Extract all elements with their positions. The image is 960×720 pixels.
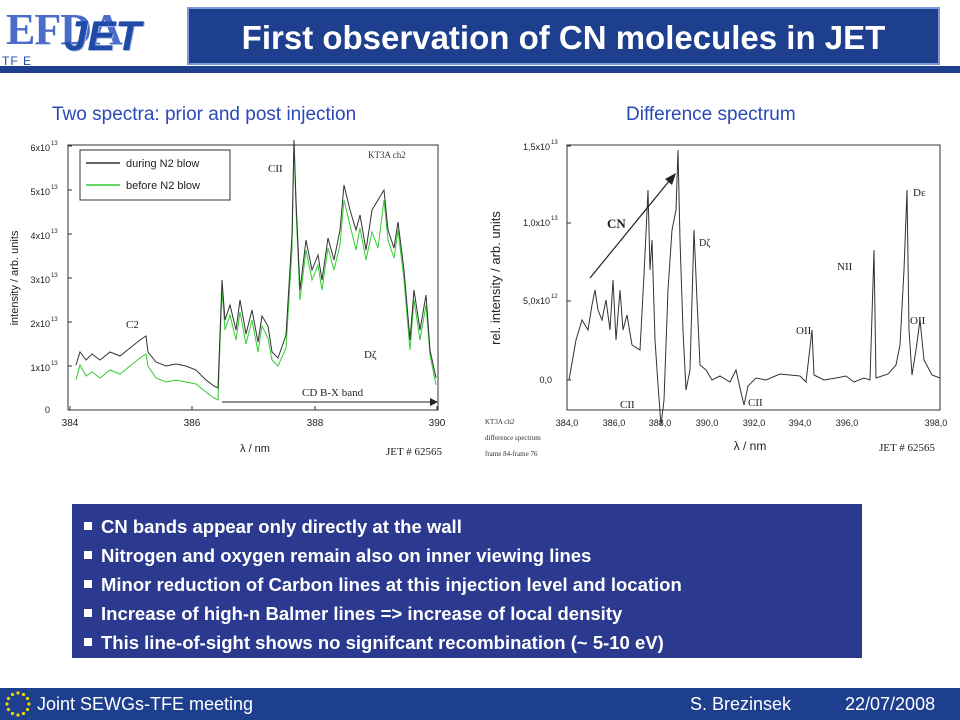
right-difference-chart: 0,0 5,0x10 1,0x10 1,5x10 12 13 13 384,0 … (485, 140, 948, 458)
left-ytick-6: 6x10 (30, 143, 50, 153)
right-label-oii-2: OII (910, 315, 926, 327)
right-label-nii: NII (837, 261, 853, 273)
right-ytick-2: 1,0x10 (523, 218, 550, 228)
footer: Joint SEWGs-TFE meeting S. Brezinsek 22/… (0, 688, 960, 720)
right-tag-line-3: frame 84-frame 76 (485, 450, 538, 458)
bullet-item: Nitrogen and oxygen remain also on inner… (84, 541, 862, 570)
right-ytick-exp-2: 13 (551, 216, 558, 222)
right-ylabel: rel. intensity / arb. units (488, 211, 503, 345)
during-n2-series (75, 139, 437, 389)
right-ytick-exp-1: 12 (551, 294, 558, 300)
footer-date: 22/07/2008 (845, 694, 936, 714)
right-caption: Difference spectrum (626, 104, 796, 125)
bullet-text: Increase of high-n Balmer lines => incre… (101, 603, 623, 624)
right-xtick-2: 388,0 (649, 418, 672, 428)
right-xtick-3: 390,0 (696, 418, 719, 428)
square-bullet-icon (84, 551, 92, 560)
bullet-text: Minor reduction of Carbon lines at this … (101, 574, 682, 595)
square-bullet-icon (84, 638, 92, 647)
bullet-text: Nitrogen and oxygen remain also on inner… (101, 545, 592, 566)
bullet-item: Minor reduction of Carbon lines at this … (84, 570, 862, 599)
right-label-oii-1: OII (796, 325, 812, 337)
bullets-box: CN bands appear only directly at the wal… (72, 504, 862, 658)
right-label-de: Dε (913, 187, 926, 199)
right-label-cn: CN (607, 216, 626, 231)
left-shot-label: JET # 62565 (386, 446, 443, 458)
right-tag-line-1: KT3A ch2 (485, 418, 515, 426)
left-ytick-4: 4x10 (30, 231, 50, 241)
bullet-item: Increase of high-n Balmer lines => incre… (84, 599, 862, 628)
left-xtick-1: 386 (184, 418, 201, 429)
left-xtick-0: 384 (62, 418, 79, 429)
left-label-band: CD B-X band (302, 387, 364, 399)
right-shot-label: JET # 62565 (879, 442, 936, 454)
right-label-cii-2: CII (748, 397, 763, 409)
bullet-text: CN bands appear only directly at the wal… (101, 516, 462, 537)
page-title: First observation of CN molecules in JET (241, 19, 886, 56)
right-xtick-7: 398,0 (925, 418, 948, 428)
left-ytick-exp-2: 13 (51, 317, 58, 323)
right-ytick-3: 1,5x10 (523, 142, 550, 152)
right-xtick-5: 394,0 (789, 418, 812, 428)
title-box: First observation of CN molecules in JET (187, 7, 940, 65)
square-bullet-icon (84, 580, 92, 589)
left-ytick-exp-5: 13 (51, 185, 58, 191)
square-bullet-icon (84, 609, 92, 618)
right-label-dz: Dζ (699, 238, 710, 249)
left-ylabel: intensity / arb. units (9, 230, 21, 325)
left-tag-top: KT3A ch2 (368, 150, 406, 160)
left-ytick-exp-6: 13 (51, 141, 58, 147)
left-label-dz: Dζ (364, 349, 377, 361)
bullet-item: This line-of-sight shows no signifcant r… (84, 628, 862, 657)
left-xtick-2: 388 (307, 418, 324, 429)
right-tag-line-2: difference spectrum (485, 434, 541, 442)
difference-series (568, 149, 941, 426)
right-xtick-1: 386,0 (603, 418, 626, 428)
right-xtick-4: 392,0 (743, 418, 766, 428)
cn-arrow-line (589, 179, 671, 279)
left-ytick-3: 3x10 (30, 275, 50, 285)
left-ytick-exp-4: 13 (51, 229, 58, 235)
legend-during-label: during N2 blow (126, 158, 199, 170)
left-ytick-0: 0 (45, 405, 50, 415)
right-xlabel: λ / nm (734, 439, 767, 453)
legend-before-label: before N2 blow (126, 180, 200, 192)
left-xlabel: λ / nm (240, 443, 270, 455)
right-label-cii-1: CII (620, 399, 635, 411)
right-ytick-exp-3: 13 (551, 140, 558, 146)
left-ytick-exp-1: 13 (51, 361, 58, 367)
footer-author: S. Brezinsek (690, 694, 792, 714)
bullet-item: CN bands appear only directly at the wal… (84, 512, 862, 541)
right-ytick-1: 5,0x10 (523, 296, 550, 306)
jet-logo: JET (64, 12, 142, 59)
left-label-cii: CII (268, 163, 283, 175)
square-bullet-icon (84, 522, 92, 531)
bullet-text: This line-of-sight shows no signifcant r… (101, 632, 664, 653)
band-arrowhead (430, 398, 438, 406)
right-xtick-6: 396,0 (836, 418, 859, 428)
left-ytick-2: 2x10 (30, 319, 50, 329)
right-plot-frame (566, 144, 941, 411)
left-ytick-5: 5x10 (30, 187, 50, 197)
header-divider (0, 66, 960, 73)
before-n2-series (75, 139, 437, 401)
eu-stars-icon (5, 691, 31, 717)
right-xtick-0: 384,0 (556, 418, 579, 428)
left-legend (79, 149, 231, 201)
efda-logo: EFDA (6, 5, 123, 54)
left-xtick-3: 390 (429, 418, 446, 429)
right-ytick-0: 0,0 (539, 375, 552, 385)
left-ytick-1: 1x10 (30, 363, 50, 373)
cn-arrowhead (665, 173, 676, 185)
footer-meeting: Joint SEWGs-TFE meeting (37, 694, 254, 714)
left-spectrum-chart: 0 1x10 2x10 3x10 4x10 5x10 6x10 13 13 13… (9, 139, 446, 458)
left-caption: Two spectra: prior and post injection (52, 104, 357, 125)
left-ytick-exp-3: 13 (51, 273, 58, 279)
tfe-logo: TF E (2, 54, 32, 68)
left-label-c2: C2 (126, 319, 139, 331)
